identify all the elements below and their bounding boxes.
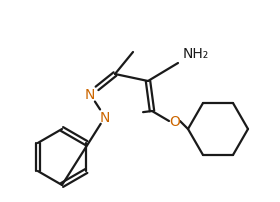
Text: N: N (85, 87, 95, 101)
Text: N: N (100, 110, 110, 124)
Text: NH₂: NH₂ (183, 47, 209, 61)
Text: O: O (170, 115, 180, 128)
